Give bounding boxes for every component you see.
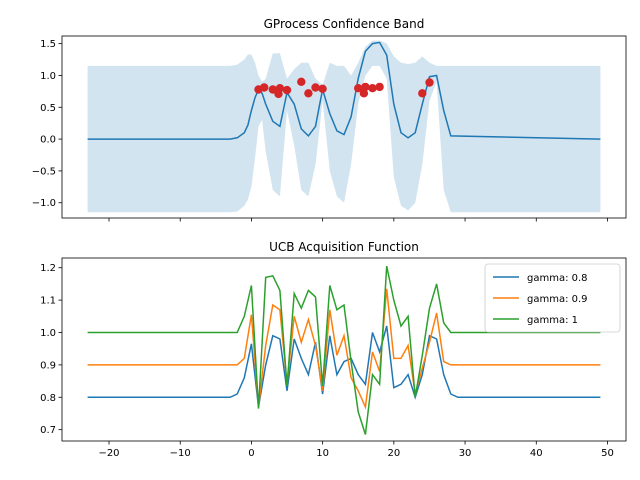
gp-observation-point xyxy=(354,84,363,93)
ucb-x-tick-label: 0 xyxy=(248,448,254,459)
gp-observation-point xyxy=(260,83,269,92)
gp-axes-group: −1.0 −0.5 0.0 0.5 1.0 1.5 xyxy=(32,35,627,222)
gp-mean-line xyxy=(87,41,601,140)
gp-mean-line-group xyxy=(87,41,601,140)
legend-box xyxy=(484,263,621,333)
ucb-x-tick-label: 20 xyxy=(387,448,400,459)
gp-observation-point xyxy=(311,83,320,92)
gp-observation-point xyxy=(282,85,292,95)
ucb-x-tick-label: 40 xyxy=(530,448,543,459)
legend-label: gamma: 0.9 xyxy=(527,294,588,305)
gp-y-tick-label: 0.0 xyxy=(40,135,56,146)
gp-panel: GProcess Confidence Band −1.0 −0.5 0.0 0.5 1… xyxy=(32,17,627,222)
gp-observations-group xyxy=(254,77,434,99)
gp-confidence-band xyxy=(87,40,601,213)
gp-observation-point xyxy=(318,84,327,94)
ucb-y-tick-label: 0.9 xyxy=(40,360,56,371)
ucb-y-tick-label: 0.8 xyxy=(40,393,56,404)
legend-label: gamma: 0.8 xyxy=(527,273,588,284)
ucb-legend: gamma: 0.8 gamma: 0.9 gamma: 1 xyxy=(484,263,621,333)
ucb-y-tick-label: 1.0 xyxy=(40,328,56,339)
ucb-axes-group: −20 −10 0 10 20 30 40 50 0.7 0.8 0.9 1.0 1.1 1.2 xyxy=(40,257,627,459)
gp-y-tick-label: 0.5 xyxy=(40,103,56,114)
ucb-chart-title: UCB Acquisition Function xyxy=(269,240,419,254)
legend-label: gamma: 1 xyxy=(527,315,578,326)
gp-confidence-band-group xyxy=(87,40,601,213)
gp-axes-frame xyxy=(61,35,627,219)
gp-observation-point xyxy=(361,82,370,92)
gp-observation-point xyxy=(368,84,377,93)
ucb-series-line-1 xyxy=(87,288,601,410)
ucb-panel: UCB Acquisition Function −20 −10 0 10 20 30 40… xyxy=(40,240,627,459)
gp-y-tick-label: 1.0 xyxy=(40,71,56,82)
ucb-series-line-2 xyxy=(87,265,601,435)
gp-observation-point xyxy=(275,84,285,93)
gp-y-tick-label: −0.5 xyxy=(32,166,56,177)
gp-observation-point xyxy=(418,89,427,98)
ucb-y-tick-label: 1.1 xyxy=(40,296,56,307)
gp-observation-point xyxy=(268,85,277,94)
gp-observation-point xyxy=(375,82,384,92)
ucb-x-tick-label: −10 xyxy=(170,448,191,459)
gp-observation-point xyxy=(304,89,313,98)
ucb-x-tick-label: 10 xyxy=(316,448,329,459)
gp-chart-title: GProcess Confidence Band xyxy=(264,17,425,31)
ucb-x-tick-label: 50 xyxy=(601,448,614,459)
gp-observation-point xyxy=(425,78,434,87)
ucb-x-tick-label: −20 xyxy=(98,448,119,459)
ucb-axes-frame xyxy=(61,257,627,442)
ucb-y-tick-label: 0.7 xyxy=(40,425,56,436)
ucb-lines-group xyxy=(87,265,601,435)
ucb-y-tick-label: 1.2 xyxy=(40,263,56,274)
gp-observation-point xyxy=(359,89,369,98)
gp-y-tick-label: −1.0 xyxy=(32,198,56,209)
gp-observation-point xyxy=(297,77,306,87)
ucb-x-tick-label: 30 xyxy=(459,448,472,459)
gp-y-tick-label: 1.5 xyxy=(40,39,56,50)
